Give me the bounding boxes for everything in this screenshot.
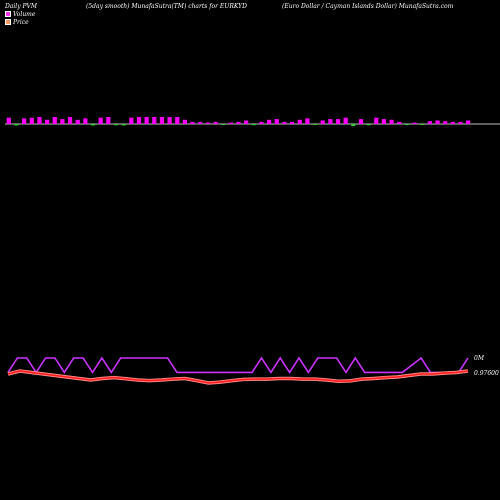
volume-bar: [159, 117, 165, 124]
volume-bar: [358, 119, 364, 124]
volume-bar: [37, 117, 42, 124]
volume-bar: [343, 117, 348, 124]
volume-bar: [450, 121, 455, 124]
volume-bar: [67, 117, 73, 124]
volume-bar: [412, 122, 417, 124]
volume-bar: [335, 119, 341, 124]
legend: Volume Price: [5, 10, 35, 26]
volume-bar: [14, 124, 19, 126]
legend-swatch-price: [5, 19, 11, 25]
volume-bar: [182, 119, 188, 124]
volume-bar: [458, 121, 463, 124]
chart-source: (Euro Dollar / Cayman Islands Dollar) Mu…: [282, 3, 454, 10]
volume-bar: [60, 119, 65, 124]
volume-bar: [175, 117, 180, 124]
volume-bar: [167, 117, 172, 124]
volume-bar: [297, 119, 302, 124]
legend-item-price: Price: [5, 18, 35, 26]
volume-bar: [22, 118, 27, 124]
volume-bar: [312, 124, 318, 125]
legend-swatch-volume: [5, 11, 11, 17]
legend-label-volume: Volume: [13, 10, 36, 18]
volume-bar: [90, 124, 96, 126]
volume-bar: [397, 121, 402, 124]
volume-bar: [404, 124, 410, 125]
volume-bar: [52, 117, 57, 124]
volume-bar: [129, 117, 134, 124]
volume-bar: [205, 122, 210, 124]
volume-bar: [45, 119, 50, 124]
legend-item-volume: Volume: [5, 10, 35, 18]
volume-bar: [274, 119, 279, 124]
volume-bar: [374, 117, 379, 124]
volume-bar: [289, 121, 295, 124]
volume-bar: [121, 124, 126, 126]
volume-bar: [427, 121, 432, 124]
volume-bar: [244, 120, 249, 124]
chart-subtitle: (5day smooth) MunafaSutra(TM) charts for…: [86, 3, 247, 10]
volume-bar: [366, 124, 371, 126]
legend-label-price: Price: [13, 18, 29, 26]
volume-bar: [190, 121, 195, 124]
volume-bar: [29, 117, 34, 124]
volume-bar: [259, 121, 264, 124]
volume-bar: [251, 124, 256, 126]
price-axis-label: 0.97600: [474, 370, 499, 377]
volume-bar: [136, 117, 142, 124]
volume-bar: [113, 124, 119, 126]
volume-bars: [5, 117, 500, 126]
volume-bar: [320, 120, 325, 124]
volume-bar: [221, 124, 226, 125]
volume-bar: [435, 120, 440, 124]
volume-bar: [75, 119, 80, 124]
volume-bar: [443, 121, 448, 124]
volume-bar: [213, 121, 218, 124]
volume-bar: [6, 117, 11, 124]
pvm-lines: [7, 356, 469, 385]
pvm-line: [7, 356, 469, 374]
volume-bar: [381, 119, 387, 124]
volume-bar: [466, 120, 471, 124]
volume-bar: [351, 124, 356, 126]
volume-bar: [282, 121, 287, 124]
volume-bar: [106, 117, 111, 124]
volume-bar: [198, 121, 203, 124]
volume-bar: [144, 117, 149, 124]
volume-bar: [389, 119, 394, 124]
price-line: [7, 370, 469, 384]
volume-axis-label: 0M: [474, 355, 485, 362]
volume-bar: [328, 119, 333, 124]
volume-bar: [152, 117, 157, 124]
volume-bar: [420, 124, 425, 125]
volume-bar: [267, 119, 272, 124]
volume-bar: [98, 117, 103, 124]
volume-bar: [305, 118, 310, 124]
volume-bar: [236, 121, 241, 124]
volume-bar: [228, 122, 233, 124]
volume-bar: [83, 118, 88, 124]
chart-title: Daily PVM: [5, 3, 38, 10]
